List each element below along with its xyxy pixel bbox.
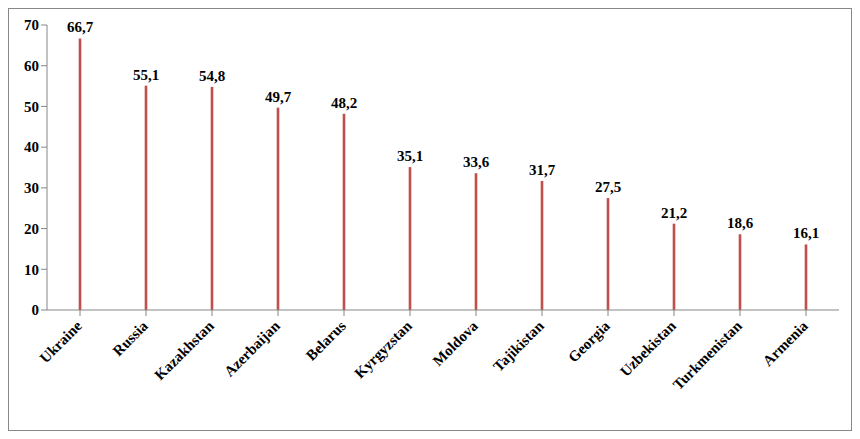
svg-text:Belarus: Belarus xyxy=(303,318,349,364)
svg-text:60: 60 xyxy=(24,58,39,74)
svg-text:10: 10 xyxy=(24,262,39,278)
svg-text:40: 40 xyxy=(24,139,39,155)
svg-text:Russia: Russia xyxy=(110,317,152,359)
svg-text:49,7: 49,7 xyxy=(265,89,292,105)
svg-text:Ukraine: Ukraine xyxy=(37,317,86,366)
svg-text:Turkmenistan: Turkmenistan xyxy=(670,317,746,393)
svg-text:70: 70 xyxy=(24,17,39,33)
svg-text:0: 0 xyxy=(32,302,40,318)
svg-text:33,6: 33,6 xyxy=(463,154,490,170)
svg-text:21,2: 21,2 xyxy=(661,205,687,221)
svg-text:55,1: 55,1 xyxy=(133,67,159,83)
svg-text:Tajikistan: Tajikistan xyxy=(490,317,547,374)
svg-text:16,1: 16,1 xyxy=(793,225,819,241)
svg-text:Georgia: Georgia xyxy=(565,317,613,365)
svg-text:48,2: 48,2 xyxy=(331,95,357,111)
svg-text:27,5: 27,5 xyxy=(595,179,621,195)
svg-text:31,7: 31,7 xyxy=(529,162,556,178)
svg-text:Moldova: Moldova xyxy=(430,317,482,369)
svg-text:Kyrgyzstan: Kyrgyzstan xyxy=(351,317,415,381)
svg-text:Kazakhstan: Kazakhstan xyxy=(151,317,217,383)
svg-text:Armenia: Armenia xyxy=(760,317,812,369)
svg-text:54,8: 54,8 xyxy=(199,68,225,84)
svg-text:30: 30 xyxy=(24,180,39,196)
svg-text:35,1: 35,1 xyxy=(397,148,423,164)
svg-text:Uzbekistan: Uzbekistan xyxy=(617,317,679,379)
svg-text:50: 50 xyxy=(24,99,39,115)
svg-text:66,7: 66,7 xyxy=(67,19,94,35)
svg-text:Azerbaijan: Azerbaijan xyxy=(221,317,283,379)
svg-text:18,6: 18,6 xyxy=(727,215,754,231)
svg-text:20: 20 xyxy=(24,221,39,237)
